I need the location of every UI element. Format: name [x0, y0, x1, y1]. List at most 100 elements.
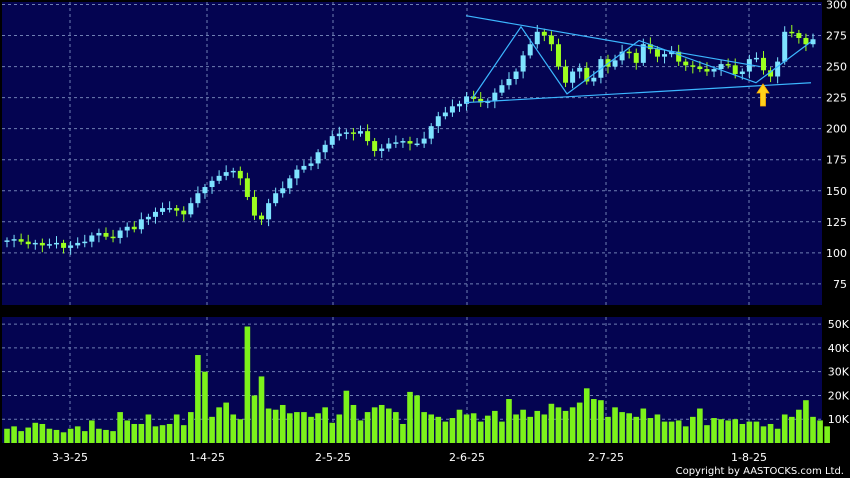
volume-bar [173, 414, 180, 443]
volume-bar [237, 419, 244, 443]
volume-bar [682, 426, 689, 443]
volume-bar [661, 421, 668, 443]
candle-body [541, 31, 547, 36]
volume-bar [633, 416, 640, 443]
volume-bar [796, 409, 802, 443]
candle-body [46, 244, 52, 246]
date-axis-labels: 3-3-25 1-4-25 2-5-25 2-6-25 2-7-25 1-8-25 [52, 451, 767, 464]
candle-body [39, 242, 45, 246]
volume-bar [668, 421, 675, 443]
candle-body [280, 188, 286, 194]
volume-bar [336, 414, 343, 443]
volume-tick-label: 50K [828, 318, 850, 331]
candle-body [400, 141, 406, 143]
volume-bar [385, 408, 392, 443]
candle-body [676, 51, 682, 62]
price-axis-ticks: 75 100 125 150 175 200 225 250 275 300 [826, 0, 847, 291]
candle-body [336, 133, 342, 137]
candle-body [75, 242, 81, 246]
volume-bar [414, 395, 420, 443]
volume-bar [810, 416, 816, 443]
volume-bar [315, 413, 321, 443]
candle-body [563, 66, 569, 83]
candlesticks [4, 24, 816, 255]
volume-bar [753, 421, 760, 443]
candle-body [499, 85, 505, 93]
candle-body [209, 180, 215, 188]
candle-body [350, 132, 356, 134]
price-tick-label: 250 [826, 61, 847, 74]
candle-body [145, 216, 151, 220]
candle-body [32, 242, 38, 245]
volume-bar [576, 402, 583, 443]
candle-body [294, 169, 300, 179]
volume-bar [251, 395, 258, 443]
candle-body [711, 69, 717, 72]
candle-body [230, 170, 236, 173]
volume-bar [166, 423, 173, 443]
candle-body [4, 240, 10, 242]
candle-body [570, 71, 576, 83]
volume-bar [470, 413, 477, 443]
candle-body [732, 65, 738, 75]
volume-bar [817, 420, 823, 443]
up-arrow-shape [756, 83, 770, 107]
trend-lines [465, 15, 812, 104]
volume-bar [527, 416, 533, 443]
volume-bar [541, 414, 548, 443]
candle-body [421, 138, 427, 144]
candle-body [761, 57, 767, 71]
candle-body [527, 44, 533, 56]
volume-bar [598, 400, 604, 443]
candle-body [640, 44, 646, 63]
volume-bar [11, 426, 17, 443]
volume-bar [25, 427, 32, 443]
volume-axis-ticks: 10K 20K 30K 40K 50K [828, 318, 850, 426]
volume-bar [152, 426, 159, 443]
date-label: 2-5-25 [315, 451, 351, 464]
candle-body [322, 144, 328, 153]
candle-body [584, 67, 590, 82]
volume-bar [159, 425, 166, 443]
volume-bar [605, 416, 611, 443]
volume-bar [124, 420, 130, 443]
candle-body [103, 232, 109, 237]
volume-bar [96, 428, 102, 443]
date-label: 2-7-25 [588, 451, 624, 464]
candle-body [577, 67, 583, 72]
candle-body [308, 163, 314, 166]
volume-bar [499, 421, 505, 443]
volume-bar [788, 416, 795, 443]
candle-body [654, 49, 660, 57]
volume-bar [711, 418, 717, 443]
price-tick-label: 75 [833, 278, 847, 291]
candle-body [174, 208, 180, 211]
volume-bar [690, 416, 696, 443]
candle-body [520, 55, 526, 72]
candle-body [195, 193, 201, 204]
volume-bar [39, 423, 46, 443]
volume-bar [463, 414, 470, 443]
candle-body [301, 165, 307, 170]
candle-body [124, 226, 130, 231]
volume-bar [32, 422, 39, 443]
volume-bar [202, 371, 208, 443]
candle-body [782, 31, 788, 62]
candle-body [471, 96, 477, 99]
candle-body [160, 208, 166, 212]
candle-body [548, 35, 554, 45]
volume-bar [131, 423, 138, 443]
candle-body [690, 65, 696, 67]
candle-body [287, 178, 293, 189]
volume-bar [477, 421, 484, 443]
volume-tick-label: 30K [828, 366, 850, 379]
volume-bar [760, 426, 767, 443]
volume-bar [697, 408, 703, 443]
volume-bar [46, 428, 53, 443]
candle-body [612, 60, 618, 67]
volume-bar [18, 431, 24, 443]
candle-body [138, 219, 144, 230]
volume-bar [81, 431, 88, 443]
volume-bar [343, 390, 350, 443]
